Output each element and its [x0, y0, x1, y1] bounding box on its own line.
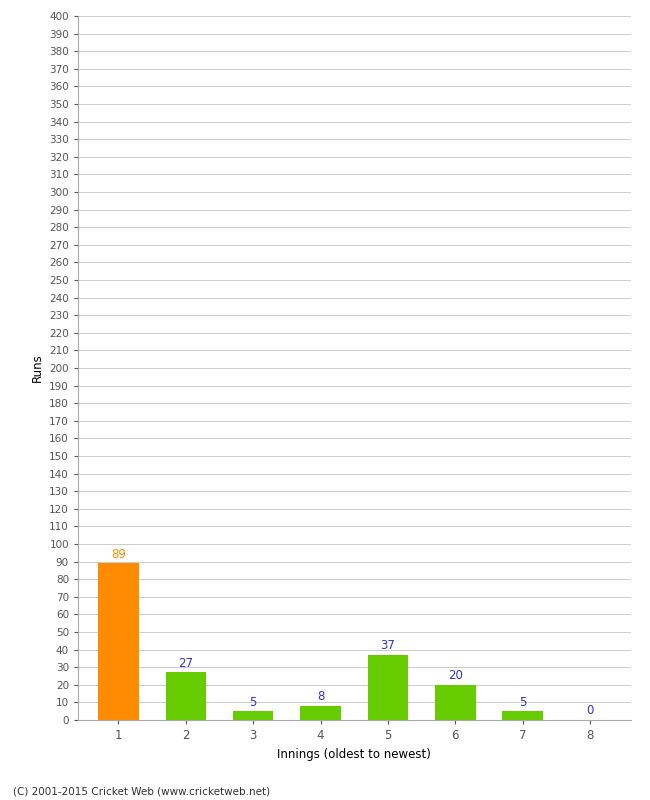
Text: 27: 27 — [178, 657, 193, 670]
Text: (C) 2001-2015 Cricket Web (www.cricketweb.net): (C) 2001-2015 Cricket Web (www.cricketwe… — [13, 786, 270, 796]
Text: 20: 20 — [448, 669, 463, 682]
Bar — [368, 655, 408, 720]
Bar — [98, 563, 138, 720]
Text: 5: 5 — [519, 695, 526, 709]
Bar — [300, 706, 341, 720]
Y-axis label: Runs: Runs — [31, 354, 44, 382]
Bar — [502, 711, 543, 720]
Text: 0: 0 — [586, 704, 593, 718]
Bar — [166, 673, 206, 720]
X-axis label: Innings (oldest to newest): Innings (oldest to newest) — [278, 747, 431, 761]
Text: 8: 8 — [317, 690, 324, 703]
Text: 37: 37 — [380, 639, 395, 652]
Bar — [233, 711, 274, 720]
Bar — [435, 685, 476, 720]
Text: 5: 5 — [250, 695, 257, 709]
Text: 89: 89 — [111, 548, 126, 561]
